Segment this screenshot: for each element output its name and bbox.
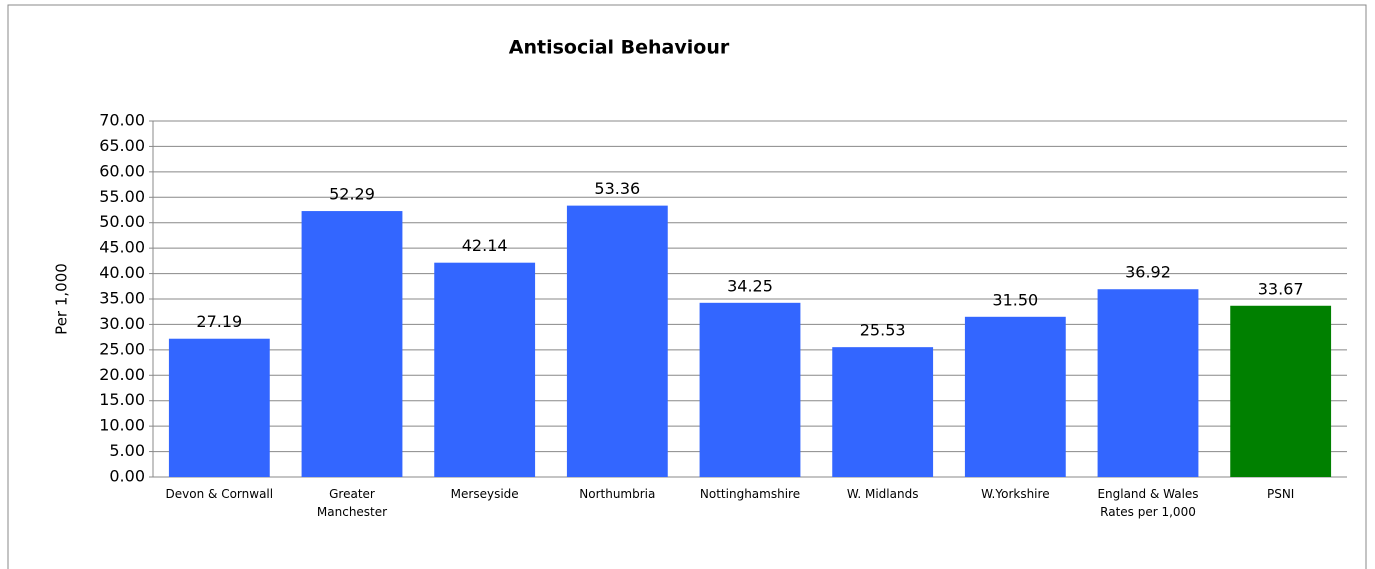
y-tick-label: 35.00 <box>99 289 145 308</box>
x-tick-label: Nottinghamshire <box>699 487 801 501</box>
x-tick-label: W. Midlands <box>846 487 919 501</box>
bar <box>964 316 1066 477</box>
value-label: 53.36 <box>594 179 640 198</box>
y-axis-label: Per 1,000 <box>53 263 71 335</box>
y-tick-label: 40.00 <box>99 263 145 282</box>
bar <box>301 211 403 477</box>
bar <box>832 347 934 477</box>
value-label: 52.29 <box>329 185 375 204</box>
x-tick-label: Northumbria <box>579 487 656 501</box>
y-tick-label: 20.00 <box>99 365 145 384</box>
value-label: 34.25 <box>727 276 773 295</box>
value-label: 33.67 <box>1258 279 1304 298</box>
bar <box>168 338 270 477</box>
y-tick-label: 15.00 <box>99 390 145 409</box>
y-tick-label: 30.00 <box>99 314 145 333</box>
y-tick-label: 25.00 <box>99 339 145 358</box>
value-label: 25.53 <box>860 321 906 340</box>
y-tick-label: 65.00 <box>99 136 145 155</box>
y-tick-label: 0.00 <box>109 467 145 486</box>
x-tick-label: Merseyside <box>450 487 519 501</box>
bar <box>699 302 801 477</box>
x-tick-label: Greater Manchester <box>316 487 388 519</box>
y-tick-label: 50.00 <box>99 212 145 231</box>
bar <box>1097 289 1199 477</box>
chart-title: Antisocial Behaviour <box>509 37 730 59</box>
y-tick-label: 10.00 <box>99 416 145 435</box>
value-label: 36.92 <box>1125 263 1171 282</box>
x-tick-label: Devon & Cornwall <box>165 487 274 501</box>
y-tick-label: 60.00 <box>99 161 145 180</box>
bar <box>566 205 668 477</box>
value-label: 27.19 <box>196 312 242 331</box>
bar <box>1230 305 1332 477</box>
y-tick-label: 55.00 <box>99 187 145 206</box>
value-label: 31.50 <box>992 290 1038 309</box>
y-tick-label: 45.00 <box>99 238 145 257</box>
y-tick-label: 70.00 <box>99 111 145 130</box>
x-tick-label: PSNI <box>1266 487 1295 501</box>
bar <box>434 262 536 477</box>
x-tick-label: W.Yorkshire <box>981 487 1050 501</box>
value-label: 42.14 <box>462 236 508 255</box>
y-tick-label: 5.00 <box>109 441 145 460</box>
x-tick-label: England & Wales Rates per 1,000 <box>1097 487 1199 519</box>
